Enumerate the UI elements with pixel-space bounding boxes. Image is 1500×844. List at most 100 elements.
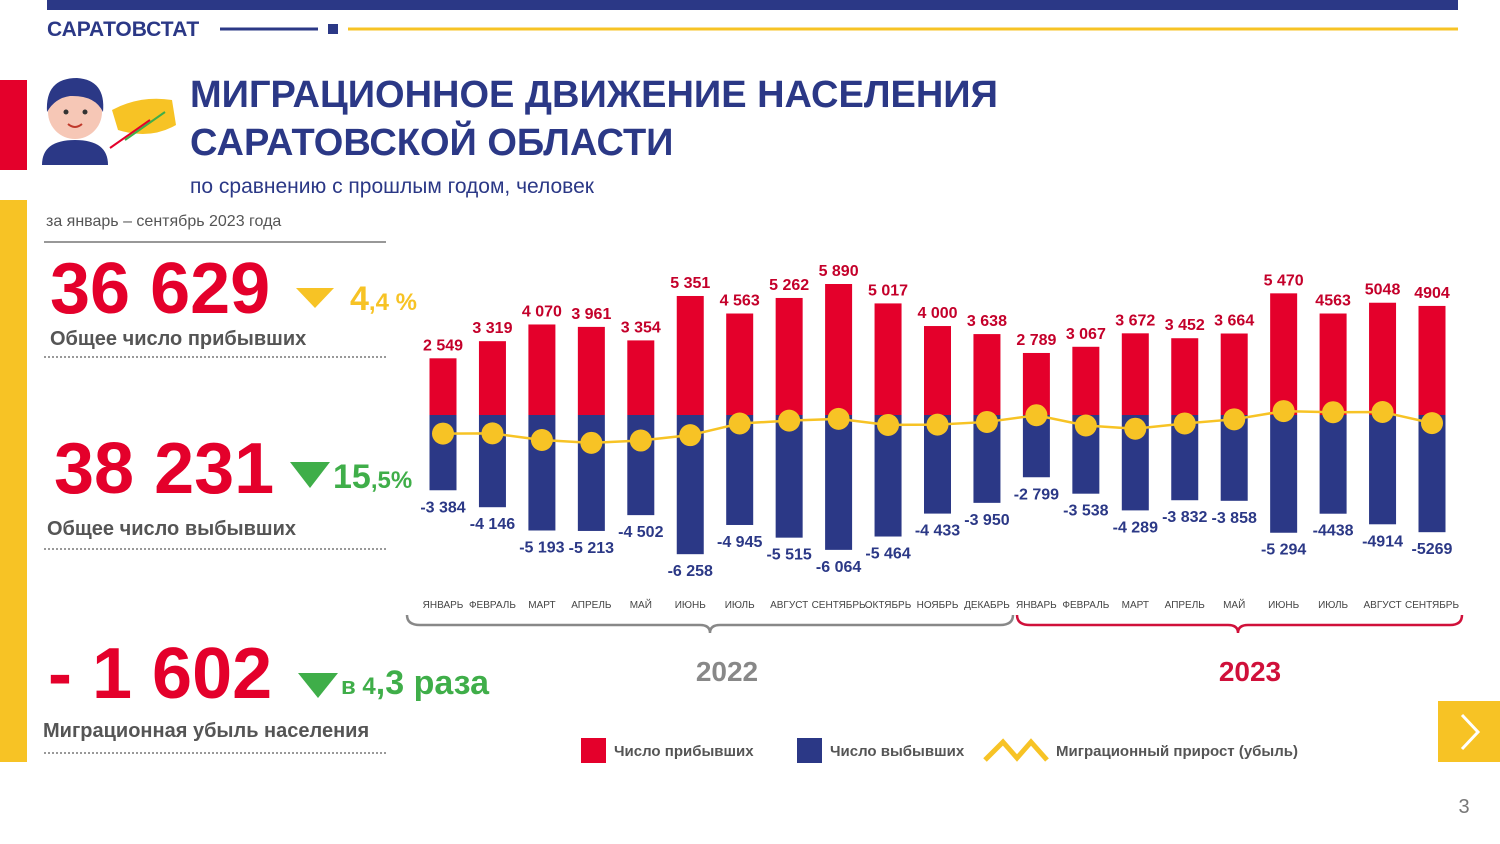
title: САРАТОВСКОЙ ОБЛАСТИ [190,122,674,164]
line-point [629,429,652,452]
kpi-change-main: 15 [333,458,371,496]
divider [44,548,386,550]
legend-label: Миграционный прирост (убыль) [1056,743,1298,760]
bar [1418,305,1446,415]
line-point [1074,414,1097,437]
page-number: 3 [1458,796,1469,818]
value-label: -4 945 [717,534,762,551]
kpi-label: Миграционная убыль населения [43,720,370,742]
value-label: -3 832 [1162,509,1207,526]
x-tick-label: НОЯБРЬ [917,600,959,611]
value-label: -6 064 [816,559,861,576]
down-arrow [290,462,330,488]
bar [1369,302,1397,415]
kpi-value: 38 231 [54,429,275,509]
kpi-change-main: 4 [350,280,369,318]
value-label: 5 262 [769,277,809,294]
bar [1270,415,1298,533]
kpi-label: Общее число прибывших [50,328,307,350]
value-label: -5 213 [569,540,614,557]
line-point [1421,412,1443,435]
bar [1319,415,1347,514]
value-label: -5 294 [1261,542,1306,559]
kpi-change: в 4,3 раза [341,664,489,703]
line-point [1025,404,1048,427]
kpi-change-rest: ,3 раза [375,664,490,702]
x-tick-label: МАРТ [1122,600,1149,611]
kpi-change-rest: ,4 % [368,289,417,316]
divider [44,356,386,358]
value-label: 5 017 [868,282,908,299]
line-point [481,422,504,445]
value-label: 3 961 [571,306,611,323]
value-label: 3 638 [967,313,1007,330]
kpi-value: 36 629 [50,249,271,329]
value-label: -5 464 [865,546,910,563]
value-label: 5 890 [819,263,859,280]
value-label: -5 193 [519,539,564,556]
value-label: 3 672 [1115,312,1155,329]
x-tick-label: АПРЕЛЬ [571,600,612,611]
value-label: -4 146 [470,516,515,533]
value-label: -4914 [1362,533,1403,550]
value-label: 2 789 [1016,332,1056,349]
line-point [926,413,949,436]
line-point [580,431,603,454]
x-tick-label: ИЮЛЬ [1318,600,1348,611]
bar [1171,338,1199,415]
value-label: -4 289 [1113,519,1158,536]
value-label: 5048 [1365,282,1401,299]
x-tick-label: МАРТ [528,600,555,611]
bar [874,303,902,415]
value-label: 4563 [1315,293,1351,310]
x-tick-label: ЯНВАРЬ [423,600,464,611]
value-label: -3 858 [1212,510,1257,527]
bar [775,297,803,415]
line-point [728,412,751,435]
value-label: -3 538 [1063,503,1108,520]
legend-label: Число прибывших [614,743,754,760]
line-point [530,428,553,451]
x-tick-label: ИЮНЬ [1268,600,1300,611]
divider [44,752,386,754]
line-point [1272,400,1295,423]
year-label: 2023 [1219,656,1281,687]
kpi-label: Общее число выбывших [47,518,297,540]
x-tick-label: ДЕКАБРЬ [964,600,1010,611]
legend-swatch [983,738,1049,762]
next-button[interactable] [1438,701,1500,762]
down-arrow [298,673,338,698]
kpi-change-main: в 4 [341,673,376,700]
year-brace [405,614,1015,634]
x-tick-label: АВГУСТ [1363,600,1401,611]
x-tick-label: ОКТЯБРЬ [865,600,912,611]
kpi-change: 15,5% [333,458,412,497]
bar [478,341,506,415]
bar [1220,333,1248,415]
bar [627,340,655,415]
subtitle: по сравнению с прошлым годом, человек [190,175,594,198]
value-label: 3 664 [1214,313,1254,330]
x-tick-label: МАЙ [630,598,652,611]
bar [676,295,704,415]
bar [528,324,556,415]
x-tick-label: ИЮНЬ [675,600,707,611]
avatar-icon [42,78,176,165]
line-point [1124,417,1147,440]
value-label: -3 950 [964,512,1009,529]
square [328,24,338,34]
value-label: -2 799 [1014,486,1059,503]
brand: САРАТОВСТАТ [47,18,200,41]
line-point [975,410,998,433]
title: МИГРАЦИОННОЕ ДВИЖЕНИЕ НАСЕЛЕНИЯ [190,74,998,116]
line-point [1223,408,1246,431]
kpi-value: - 1 602 [48,634,273,714]
x-tick-label: ЯНВАРЬ [1016,600,1057,611]
x-tick-label: СЕНТЯБРЬ [1405,600,1459,611]
bar [726,313,754,415]
legend-swatch [581,738,606,763]
year-brace [1015,614,1464,634]
kpi-change-rest: ,5% [370,467,413,494]
